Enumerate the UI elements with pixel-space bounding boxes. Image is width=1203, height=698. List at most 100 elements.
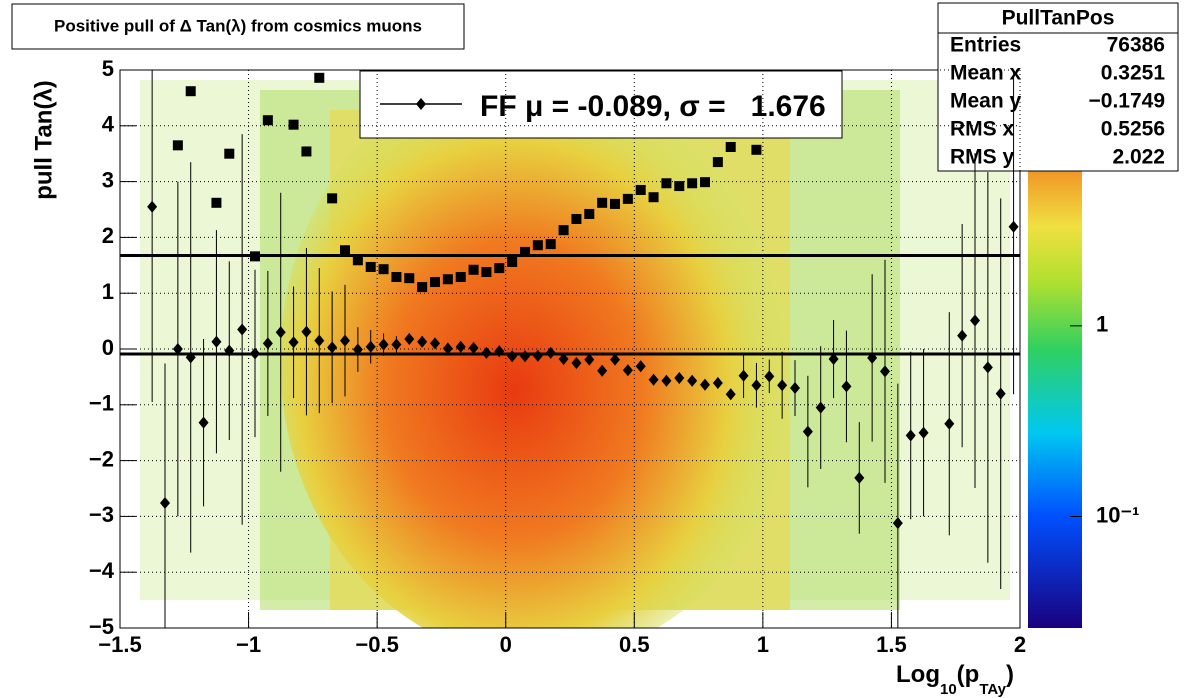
stats-key: Mean x (950, 62, 1022, 85)
diamond-marker (802, 425, 813, 438)
diamond-marker (571, 356, 582, 369)
diamond-marker (520, 350, 530, 363)
square-marker (571, 213, 582, 224)
diamond-marker (314, 334, 325, 347)
diamond-marker (301, 325, 312, 338)
diamond-marker (378, 338, 389, 351)
square-marker (610, 198, 620, 209)
square-marker (262, 115, 273, 126)
square-marker (584, 208, 595, 219)
square-marker (520, 246, 530, 257)
diamond-marker (545, 346, 556, 359)
diamond-marker (944, 417, 955, 430)
diamond-marker (558, 353, 569, 366)
diamond-marker (250, 347, 260, 360)
diamond-marker (635, 360, 646, 373)
square-marker (288, 119, 299, 130)
x-tick-label: 0 (500, 632, 512, 657)
diamond-marker (764, 370, 775, 383)
profile-points (147, 70, 1019, 628)
stats-value: 0.3251 (1101, 62, 1166, 85)
square-marker (352, 255, 363, 266)
diamond-marker (494, 345, 505, 358)
diamond-marker (532, 349, 543, 362)
diamond-marker (661, 374, 672, 387)
square-marker (725, 142, 736, 153)
x-tick-label: 1.5 (876, 632, 907, 657)
diamond-marker (172, 343, 183, 355)
diamond-marker (610, 353, 620, 366)
diamond-marker (262, 337, 273, 350)
square-marker (250, 251, 260, 262)
stats-title: PullTanPos (1002, 7, 1115, 30)
diamond-marker (815, 401, 826, 414)
square-marker (597, 197, 608, 208)
square-marker (700, 177, 710, 188)
diamond-marker (160, 497, 170, 510)
diamond-marker (700, 378, 710, 391)
diamond-marker (430, 337, 440, 350)
legend-label: FF μ = -0.089, σ = 1.676 (480, 90, 826, 123)
diamond-marker (622, 364, 633, 377)
diamond-marker (970, 314, 980, 327)
square-marker (340, 245, 350, 256)
diamond-marker (841, 380, 852, 393)
chart-title: Positive pull of Δ Tan(λ) from cosmics m… (54, 16, 422, 35)
square-marker (687, 178, 698, 189)
square-marker (455, 272, 466, 283)
square-marker (430, 277, 440, 288)
square-marker (404, 273, 415, 284)
y-axis-label: pull Tan(λ) (30, 80, 57, 200)
stats-key: Mean y (950, 90, 1022, 113)
diamond-marker (712, 377, 723, 390)
diamond-marker (597, 364, 608, 377)
square-marker (751, 144, 762, 155)
stats-value: −0.1749 (1089, 90, 1166, 113)
x-tick-label: −0.5 (355, 632, 398, 657)
diamond-marker (147, 200, 158, 213)
diamond-marker (648, 373, 659, 386)
square-marker (481, 266, 492, 277)
diamond-marker (892, 517, 903, 530)
z-tick-label: 1 (1096, 312, 1108, 337)
y-tick-label: −4 (89, 558, 115, 583)
stats-key: RMS x (950, 118, 1015, 141)
diamond-marker (211, 335, 222, 348)
density-background (140, 70, 1010, 628)
square-marker (378, 264, 389, 275)
diamond-marker (674, 372, 685, 385)
square-marker (185, 86, 196, 97)
square-marker (712, 157, 723, 168)
diamond-marker (751, 379, 762, 392)
diamond-marker (957, 329, 968, 342)
y-tick-label: −3 (89, 502, 114, 527)
diamond-marker (584, 353, 595, 366)
x-tick-label: −1 (236, 632, 261, 657)
y-tick-label: 4 (102, 112, 115, 137)
y-tick-label: −5 (89, 614, 114, 639)
square-marker (442, 274, 453, 285)
square-marker (661, 178, 672, 189)
x-tick-label: 0.5 (619, 632, 650, 657)
diamond-marker (687, 374, 698, 387)
diamond-marker (918, 426, 929, 439)
diamond-marker (468, 341, 479, 354)
diamond-marker (854, 471, 865, 484)
y-tick-label: 2 (102, 223, 114, 248)
z-tick-label: 10⁻¹ (1096, 502, 1139, 527)
stats-key: RMS y (950, 146, 1015, 169)
square-marker (558, 225, 569, 236)
diamond-marker (237, 323, 248, 336)
y-tick-label: 3 (102, 167, 114, 192)
square-marker (674, 181, 685, 192)
square-marker (211, 197, 222, 208)
diamond-marker (442, 342, 453, 355)
stats-value: 76386 (1107, 34, 1165, 57)
square-marker (327, 193, 338, 204)
diamond-marker (507, 350, 518, 363)
diamond-marker (327, 341, 338, 354)
stats-value: 2.022 (1112, 146, 1165, 169)
diamond-marker (417, 335, 428, 348)
diamond-marker (481, 346, 492, 359)
diamond-marker (365, 340, 376, 353)
